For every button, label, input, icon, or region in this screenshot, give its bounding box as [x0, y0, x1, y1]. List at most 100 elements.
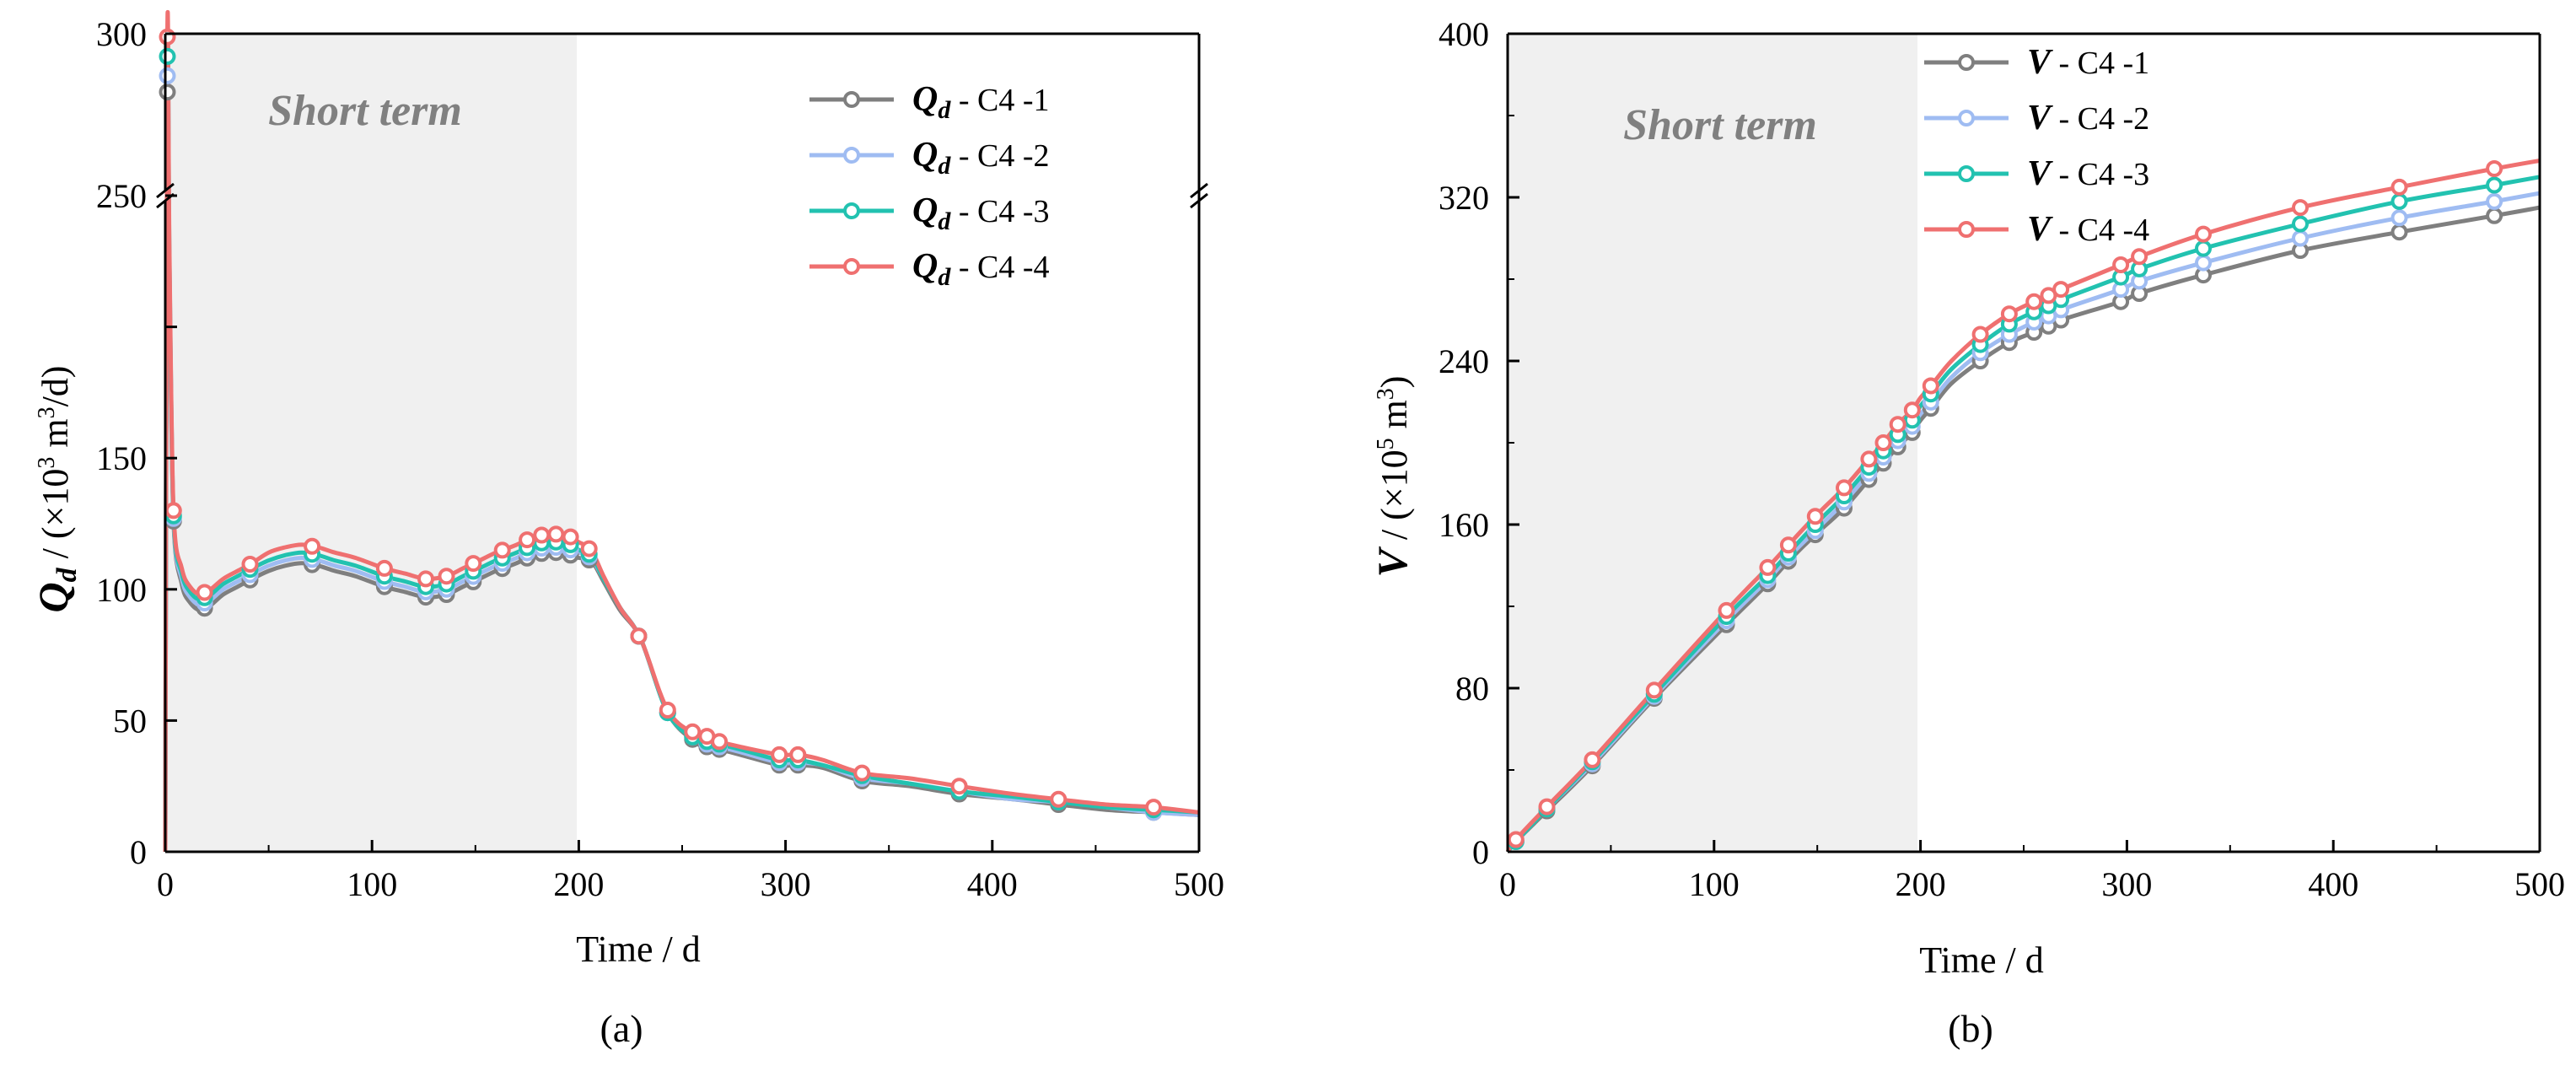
panel-b-point-c4-1-24	[2486, 207, 2503, 224]
panel-a-y-axis-unit-post: /d)	[35, 366, 76, 407]
panel-a-markers	[159, 28, 1163, 821]
panel-a-point-c4-4-8	[465, 555, 482, 573]
panel-b-point-c4-1-23	[2390, 223, 2408, 241]
panel-a-x-tick-label-300: 300	[761, 865, 811, 903]
panel-a-point-c4-4-11	[533, 526, 551, 544]
panel-b-point-c4-4-14	[1971, 326, 1989, 343]
panel-b-y-axis-unit-exp2: 3	[1373, 388, 1399, 400]
panel-b-legend-label-c4-3: V - C4 -3	[2027, 154, 2149, 193]
panel-b-point-c4-4-2	[1584, 751, 1601, 768]
panel-a: Short term 0 100 200 300 400 500 0 50 100 150 250 3…	[30, 9, 1224, 1050]
panel-a-point-c4-4-2	[196, 584, 213, 601]
panel-a-legend-marker-c4-1	[843, 91, 860, 108]
panel-a-point-c4-4-14	[580, 540, 598, 557]
panel-a-legend-marker-c4-3	[843, 202, 860, 219]
panel-b-legend-marker-c4-2	[1958, 110, 1975, 127]
panel-a-x-tick-label-0: 0	[157, 865, 174, 903]
panel-a-point-c4-4-20	[771, 746, 788, 763]
panel-b-legend: V - C4 -1 V - C4 -2 V - C4 -3 V - C4 -4	[1924, 43, 2149, 249]
panel-b-point-c4-4-12	[1903, 401, 1921, 419]
panel-b-legend-marker-c4-3	[1958, 165, 1975, 182]
panel-b-legend-label-c4-1: V - C4 -1	[2027, 43, 2149, 82]
panel-a-point-c4-3-0	[159, 47, 176, 65]
panel-b-point-c4-4-20	[2131, 248, 2148, 266]
panel-b-point-c4-4-1	[1538, 798, 1556, 816]
panel-a-y-axis-unit-pre: / (×10	[35, 469, 76, 568]
panel-b-x-axis-title: Time / d	[1919, 939, 2044, 981]
panel-b-point-c4-4-19	[2112, 256, 2130, 273]
panel-a-point-c4-4-3	[241, 556, 259, 573]
panel-a-shaded-label: Short term	[268, 87, 462, 135]
panel-b-point-c4-4-8	[1836, 479, 1853, 497]
panel-a-shaded-region	[165, 34, 577, 852]
panel-a-point-c4-2-0	[159, 67, 176, 84]
panel-a-x-tick-label-400: 400	[967, 865, 1018, 903]
panel-b-point-c4-3-24	[2486, 176, 2503, 194]
panel-a-point-c4-4-1	[164, 502, 182, 519]
panel-a-x-axis-title: Time / d	[576, 929, 701, 970]
panel-a-y-axis-unit-mid: m	[35, 418, 76, 456]
panel-b-point-c4-2-22	[2292, 229, 2309, 247]
panel-a-y-axis-subscript: d	[51, 567, 83, 582]
panel-a-ticks: 0 100 200 300 400 500 0 50 100 150 250 300	[96, 15, 1224, 903]
panel-a-x-tick-label-100: 100	[347, 865, 397, 903]
panel-b-y-tick-label-80: 80	[1455, 670, 1489, 708]
panel-b-point-c4-4-7	[1806, 508, 1824, 525]
panel-b-shaded-label: Short term	[1623, 101, 1817, 149]
panel-b-point-c4-3-23	[2390, 192, 2408, 210]
panel-a-y-axis-unit-exp2: 3	[34, 406, 60, 418]
panel-a-y-axis-title: Qd / (×103 m3/d)	[30, 366, 83, 613]
panel-b-point-c4-3-22	[2292, 215, 2309, 233]
panel-a-y-tick-label-300: 300	[96, 15, 147, 53]
panel-a-y-axis-unit-exp1: 3	[34, 457, 60, 469]
panel-b: Short term 0 100 200 300 400 500 0 80 160 240 320 4…	[1369, 15, 2565, 1050]
panel-a-point-c4-4-22	[853, 764, 871, 782]
panel-a-axis-break-right-1	[1190, 192, 1208, 209]
panel-a-point-c4-4-4	[304, 537, 321, 555]
panel-b-x-tick-label-0: 0	[1499, 865, 1516, 903]
panel-b-point-c4-4-16	[2025, 293, 2043, 310]
panel-b-point-c4-4-9	[1860, 450, 1878, 468]
panel-a-point-c4-4-17	[684, 723, 702, 740]
panel-a-point-c4-4-23	[950, 778, 968, 795]
panel-a-point-c4-4-25	[1145, 799, 1163, 816]
panel-b-point-c4-2-23	[2390, 209, 2408, 227]
panel-b-shaded-region	[1508, 34, 1917, 852]
panel-a-point-c4-4-19	[711, 733, 729, 751]
panel-b-point-c4-2-24	[2486, 192, 2503, 210]
panel-b-point-c4-4-13	[1922, 377, 1939, 395]
panel-b-y-axis-unit-mid: m	[1374, 400, 1415, 438]
panel-a-point-c4-4-24	[1050, 790, 1068, 808]
panel-b-legend-marker-c4-4	[1958, 221, 1975, 238]
panel-b-point-c4-4-23	[2390, 178, 2408, 196]
panel-a-legend-marker-c4-2	[843, 147, 860, 164]
panel-b-y-axis-title: V / (×105 m3)	[1369, 376, 1416, 578]
panel-a-y-tick-label-0: 0	[130, 833, 147, 871]
panel-a-y-tick-label-150: 150	[96, 439, 147, 477]
panel-a-caption: (a)	[600, 1007, 643, 1050]
panel-b-y-axis-unit-exp1: 5	[1373, 438, 1399, 449]
panel-a-legend-label-c4-2: Qd - C4 -2	[912, 136, 1050, 180]
panel-b-ticks: 0 100 200 300 400 500 0 80 160 240 320 400	[1439, 15, 2565, 903]
panel-a-point-c4-4-21	[789, 746, 807, 763]
panel-b-point-c4-3-21	[2195, 240, 2212, 257]
panel-a-legend-marker-c4-4	[843, 258, 860, 275]
panel-a-point-c4-1-0	[159, 83, 176, 101]
panel-a-point-c4-4-12	[547, 525, 565, 543]
panel-b-x-tick-label-300: 300	[2101, 865, 2152, 903]
panel-a-point-c4-4-15	[630, 627, 648, 645]
panel-b-caption: (b)	[1948, 1007, 1993, 1050]
panel-b-legend-marker-c4-1	[1958, 54, 1975, 71]
panel-b-point-c4-4-5	[1759, 558, 1777, 576]
panel-b-y-tick-label-400: 400	[1439, 15, 1489, 53]
panel-a-point-c4-4-5	[375, 559, 393, 577]
panel-b-point-c4-4-21	[2195, 225, 2212, 243]
panel-a-legend-label-c4-4: Qd - C4 -4	[912, 247, 1050, 291]
panel-a-legend-label-c4-1: Qd - C4 -1	[912, 80, 1050, 124]
panel-b-y-tick-label-160: 160	[1439, 506, 1489, 544]
panel-a-y-axis-symbol: Q	[30, 582, 77, 612]
panel-b-point-c4-4-4	[1718, 601, 1735, 619]
panel-b-point-c4-4-3	[1645, 681, 1663, 699]
panel-a-legend-label-c4-3: Qd - C4 -3	[912, 191, 1050, 235]
panel-b-x-tick-label-500: 500	[2514, 865, 2565, 903]
